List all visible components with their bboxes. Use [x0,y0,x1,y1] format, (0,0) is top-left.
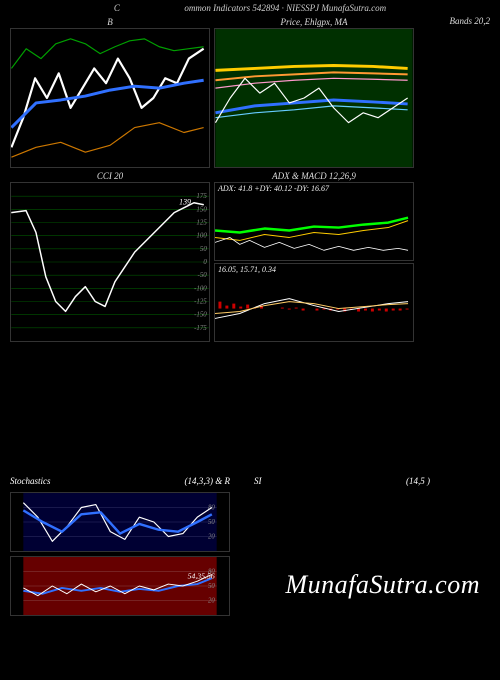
macd-panel: 16.05, 15.71, 0.34 [214,263,414,342]
svg-text:50: 50 [200,246,207,253]
svg-text:-125: -125 [194,298,207,305]
header-center: ommon Indicators 542894 · NIESSPJ Munafa… [184,3,386,13]
adx-title: ADX & MACD 12,26,9 [272,171,356,181]
watermark-text: MunafaSutra.com [285,570,480,600]
svg-text:139: 139 [179,198,191,207]
svg-text:125: 125 [196,219,207,226]
svg-text:175: 175 [196,193,207,200]
macd-values-label: 16.05, 15.71, 0.34 [218,265,276,274]
price-ma-title: Price, Ehlgpx, MA [281,17,348,27]
price-ma-chart [215,29,413,167]
bands-param-label: Bands 20,2 [450,16,491,26]
adx-values-label: ADX: 41.8 +DY: 40.12 -DY: 16.67 [218,184,329,193]
adx-chart [215,183,413,260]
svg-text:54,35.56: 54,35.56 [188,572,215,581]
stoch-chart: 805020 [11,493,229,551]
svg-text:100: 100 [196,233,207,240]
svg-text:0: 0 [203,259,207,266]
svg-text:-175: -175 [194,325,207,332]
cci-panel: CCI 20 175150125100500-50-100-125-150-17… [10,182,210,342]
rsi-params: (14,5 ) [406,476,430,486]
stoch-title: Stochastics [10,476,51,486]
svg-text:-50: -50 [198,272,208,279]
cci-title: CCI 20 [97,171,123,181]
price-ma-panel: Price, Ehlgpx, MA [214,28,414,168]
stoch-panel: 805020 [10,492,230,552]
bbands-title: B [107,17,113,27]
svg-text:150: 150 [196,206,207,213]
cci-chart: 175 150 125 100 50 0 -50 -100 -125 -150 -175 139 [11,183,209,341]
bbands-panel: B [10,28,210,168]
bbands-chart [11,29,209,167]
rsi-title: SI [254,476,262,486]
adx-panel: ADX & MACD 12,26,9 ADX: 41.8 +DY: 40.12 … [214,182,414,261]
svg-text:20: 20 [208,534,215,541]
page-header: C ommon Indicators 542894 · NIESSPJ Muna… [0,0,500,16]
stoch-params: (14,3,3) & R [185,476,231,486]
right-spacer: Bands 20,2 [418,28,490,168]
macd-chart [215,264,413,341]
rsi-panel: 80502054,35.56 [10,556,230,616]
svg-text:-150: -150 [194,312,207,319]
svg-text:-100: -100 [194,285,207,292]
svg-text:50: 50 [208,519,215,526]
svg-text:50: 50 [208,583,215,590]
svg-text:20: 20 [208,598,215,605]
rsi-chart: 80502054,35.56 [11,557,229,615]
header-left: C [114,3,120,13]
